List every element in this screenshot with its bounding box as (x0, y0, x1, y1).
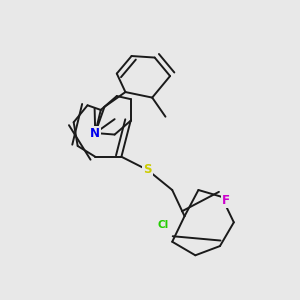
Text: Cl: Cl (158, 220, 169, 230)
Text: N: N (90, 127, 100, 140)
Text: S: S (143, 164, 152, 176)
Text: F: F (222, 194, 230, 207)
